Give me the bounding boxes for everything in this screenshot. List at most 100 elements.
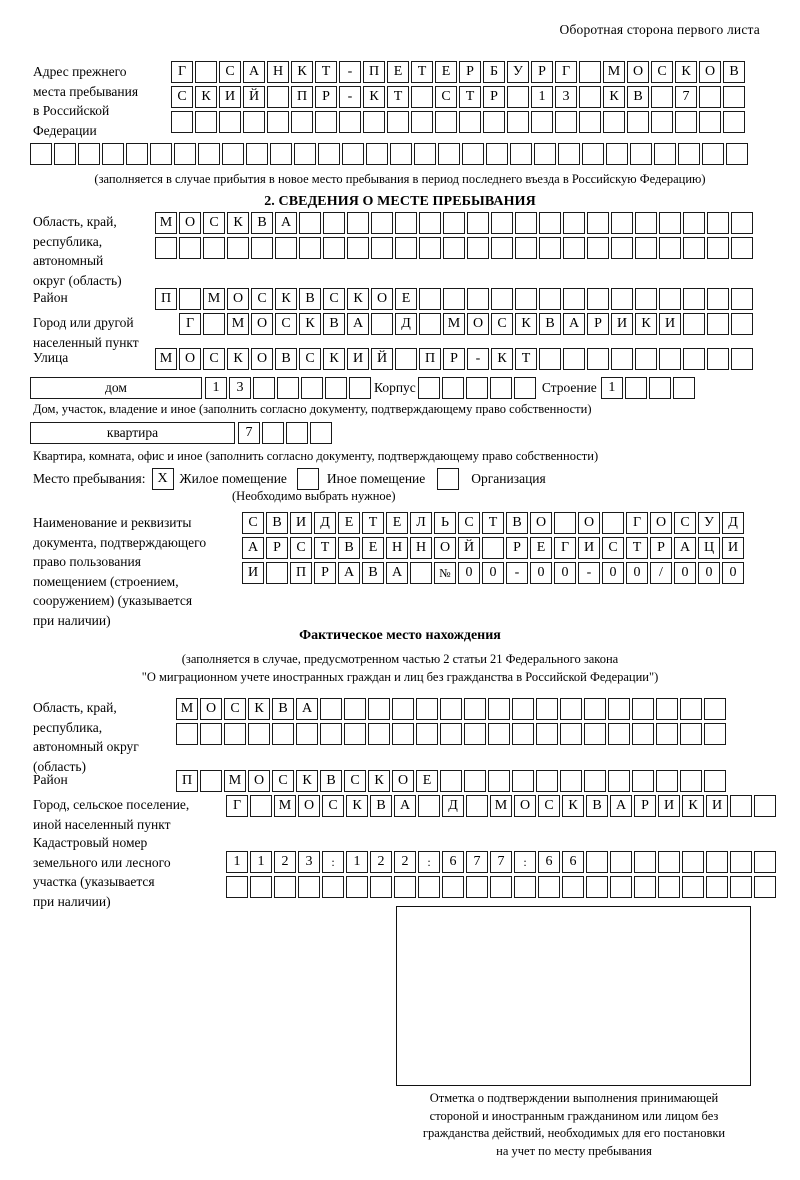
char-cell[interactable]: [730, 876, 752, 898]
char-cell[interactable]: [466, 876, 488, 898]
char-cell[interactable]: [323, 237, 345, 259]
char-cell[interactable]: [277, 377, 299, 399]
char-cell[interactable]: [392, 698, 414, 720]
char-cell[interactable]: П: [419, 348, 441, 370]
char-cell[interactable]: [418, 795, 440, 817]
char-cell[interactable]: [467, 288, 489, 310]
char-cell[interactable]: [253, 377, 275, 399]
char-cell[interactable]: [200, 723, 222, 745]
char-cell[interactable]: Т: [482, 512, 504, 534]
char-cell[interactable]: [531, 111, 553, 133]
char-cell[interactable]: [78, 143, 100, 165]
char-cell[interactable]: [659, 348, 681, 370]
char-cell[interactable]: В: [299, 288, 321, 310]
char-cell[interactable]: Г: [171, 61, 193, 83]
char-cell[interactable]: [648, 377, 671, 399]
char-cell[interactable]: 0: [602, 562, 624, 584]
char-cell[interactable]: [419, 212, 441, 234]
char-cell[interactable]: [635, 288, 657, 310]
char-cell[interactable]: [267, 111, 289, 133]
char-cell[interactable]: М: [603, 61, 625, 83]
char-cell[interactable]: [174, 143, 196, 165]
char-cell[interactable]: [150, 143, 172, 165]
char-cell[interactable]: К: [296, 770, 318, 792]
char-cell[interactable]: [539, 348, 561, 370]
char-cell[interactable]: [371, 212, 393, 234]
char-cell[interactable]: [411, 111, 433, 133]
char-cell[interactable]: А: [347, 313, 369, 335]
char-cell[interactable]: И: [722, 537, 744, 559]
char-cell[interactable]: С: [435, 86, 457, 108]
char-cell[interactable]: 7: [466, 851, 488, 873]
char-cell[interactable]: [320, 723, 342, 745]
char-cell[interactable]: [347, 237, 369, 259]
char-cell[interactable]: П: [291, 86, 313, 108]
char-cell[interactable]: [730, 851, 752, 873]
char-cell[interactable]: Н: [410, 537, 432, 559]
char-cell[interactable]: [318, 143, 340, 165]
char-cell[interactable]: У: [507, 61, 529, 83]
char-cell[interactable]: [754, 795, 776, 817]
char-cell[interactable]: [366, 143, 388, 165]
char-cell[interactable]: [538, 876, 560, 898]
char-cell[interactable]: Г: [179, 313, 201, 335]
char-cell[interactable]: [632, 698, 654, 720]
char-cell[interactable]: [683, 313, 705, 335]
char-cell[interactable]: [442, 876, 464, 898]
char-cell[interactable]: [198, 143, 220, 165]
char-cell[interactable]: [680, 770, 702, 792]
char-cell[interactable]: А: [674, 537, 696, 559]
char-cell[interactable]: [579, 111, 601, 133]
char-cell[interactable]: Т: [387, 86, 409, 108]
char-cell[interactable]: С: [224, 698, 246, 720]
char-cell[interactable]: [610, 876, 632, 898]
char-cell[interactable]: [464, 723, 486, 745]
char-cell[interactable]: [491, 288, 513, 310]
char-cell[interactable]: 6: [538, 851, 560, 873]
char-cell[interactable]: 3: [555, 86, 577, 108]
char-cell[interactable]: [30, 143, 52, 165]
char-cell[interactable]: [706, 876, 728, 898]
char-cell[interactable]: [200, 770, 222, 792]
char-cell[interactable]: [176, 723, 198, 745]
char-cell[interactable]: [246, 143, 268, 165]
char-cell[interactable]: [459, 111, 481, 133]
char-cell[interactable]: [419, 313, 441, 335]
char-cell[interactable]: [390, 143, 412, 165]
char-cell[interactable]: В: [506, 512, 528, 534]
char-cell[interactable]: Г: [626, 512, 648, 534]
char-cell[interactable]: С: [651, 61, 673, 83]
stroenie-cells[interactable]: 1: [600, 377, 695, 399]
char-cell[interactable]: Т: [314, 537, 336, 559]
char-cell[interactable]: [704, 770, 726, 792]
char-cell[interactable]: -: [339, 86, 361, 108]
char-cell[interactable]: С: [602, 537, 624, 559]
char-cell[interactable]: О: [434, 537, 456, 559]
checkbox-residential[interactable]: X: [151, 468, 174, 490]
char-cell[interactable]: [682, 851, 704, 873]
char-cell[interactable]: [536, 698, 558, 720]
char-cell[interactable]: С: [299, 348, 321, 370]
char-cell[interactable]: К: [491, 348, 513, 370]
char-cell[interactable]: Р: [314, 562, 336, 584]
char-cell[interactable]: [632, 770, 654, 792]
char-cell[interactable]: [515, 237, 537, 259]
char-cell[interactable]: Б: [483, 61, 505, 83]
char-cell[interactable]: [584, 698, 606, 720]
char-cell[interactable]: [635, 212, 657, 234]
char-cell[interactable]: :: [514, 851, 536, 873]
char-cell[interactable]: 1: [250, 851, 272, 873]
char-cell[interactable]: Т: [626, 537, 648, 559]
char-cell[interactable]: [512, 770, 534, 792]
char-cell[interactable]: [418, 876, 440, 898]
char-cell[interactable]: Т: [459, 86, 481, 108]
char-cell[interactable]: 0: [458, 562, 480, 584]
char-cell[interactable]: [682, 876, 704, 898]
char-cell[interactable]: 2: [274, 851, 296, 873]
char-cell[interactable]: [310, 422, 332, 444]
char-cell[interactable]: [491, 237, 513, 259]
char-cell[interactable]: О: [248, 770, 270, 792]
char-cell[interactable]: [610, 851, 632, 873]
char-cell[interactable]: С: [491, 313, 513, 335]
